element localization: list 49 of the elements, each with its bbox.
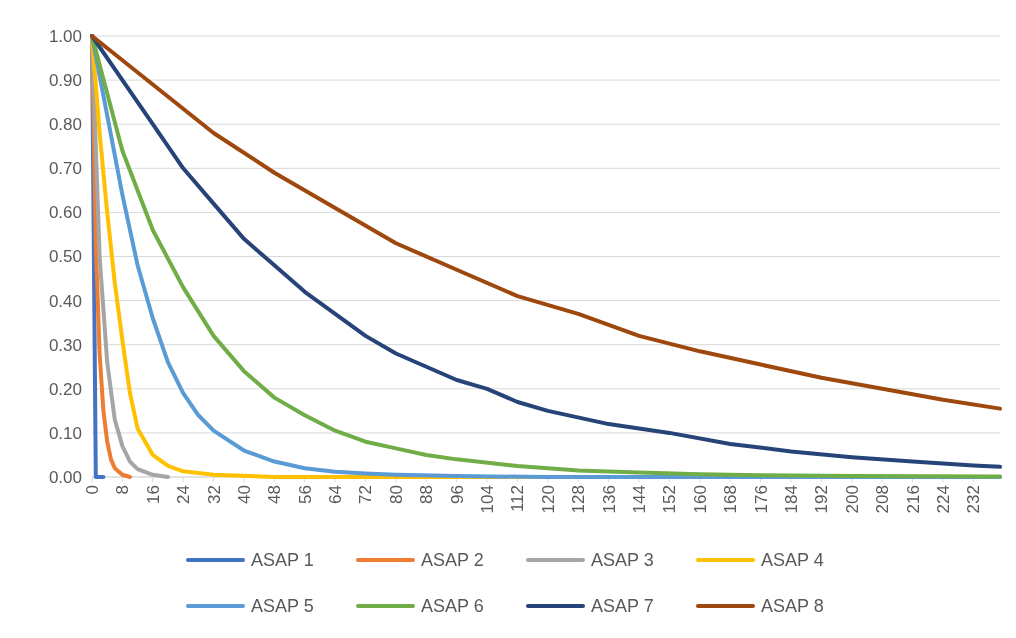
x-tick-label: 160 — [690, 485, 710, 514]
x-tick-label: 80 — [386, 485, 406, 504]
x-tick-label: 120 — [538, 485, 558, 514]
x-tick-label: 208 — [873, 485, 893, 514]
x-tick-label: 96 — [447, 485, 467, 504]
legend-label: ASAP 4 — [761, 550, 824, 571]
legend-label: ASAP 6 — [421, 596, 484, 617]
x-tick-label: 224 — [933, 485, 953, 514]
x-tick-label: 152 — [660, 485, 680, 514]
y-tick-label: 0.70 — [48, 159, 82, 179]
y-tick-label: 0.50 — [48, 247, 82, 267]
x-tick-label: 168 — [721, 485, 741, 514]
x-tick-label: 88 — [417, 485, 437, 504]
x-tick-label: 32 — [204, 485, 224, 504]
y-tick-label: 0.00 — [48, 467, 82, 487]
x-tick-label: 176 — [751, 485, 771, 514]
x-tick-label: 136 — [599, 485, 619, 514]
legend-label: ASAP 5 — [251, 596, 314, 617]
y-tick-label: 1.00 — [48, 26, 82, 46]
y-tick-label: 0.30 — [48, 335, 82, 355]
x-tick-label: 64 — [326, 485, 346, 504]
x-tick-label: 184 — [782, 485, 801, 514]
y-tick-label: 0.20 — [48, 379, 82, 399]
legend-label: ASAP 7 — [591, 596, 654, 617]
y-tick-label: 0.40 — [48, 291, 82, 311]
x-tick-label: 192 — [812, 485, 832, 514]
x-tick-label: 24 — [174, 485, 194, 504]
x-tick-label: 144 — [630, 485, 650, 514]
x-tick-label: 112 — [508, 485, 528, 513]
x-tick-label: 48 — [265, 485, 285, 504]
x-tick-label: 8 — [113, 485, 133, 495]
x-tick-label: 16 — [143, 485, 163, 504]
x-tick-label: 104 — [478, 485, 498, 514]
legend-label: ASAP 2 — [421, 550, 484, 571]
x-tick-label: 128 — [569, 485, 589, 514]
y-tick-label: 0.10 — [48, 423, 82, 443]
x-tick-label: 56 — [295, 485, 315, 504]
y-tick-label: 0.60 — [48, 203, 82, 223]
legend-label: ASAP 8 — [761, 596, 824, 617]
legend-label: ASAP 1 — [251, 550, 314, 571]
x-tick-label: 0 — [82, 485, 102, 495]
y-tick-label: 0.80 — [48, 115, 82, 135]
y-tick-label: 0.90 — [48, 71, 82, 91]
x-tick-label: 40 — [234, 485, 254, 504]
x-tick-label: 200 — [842, 485, 862, 514]
x-tick-label: 232 — [964, 485, 984, 514]
x-tick-label: 216 — [903, 485, 923, 514]
x-tick-label: 72 — [356, 485, 376, 504]
legend-label: ASAP 3 — [591, 550, 654, 571]
